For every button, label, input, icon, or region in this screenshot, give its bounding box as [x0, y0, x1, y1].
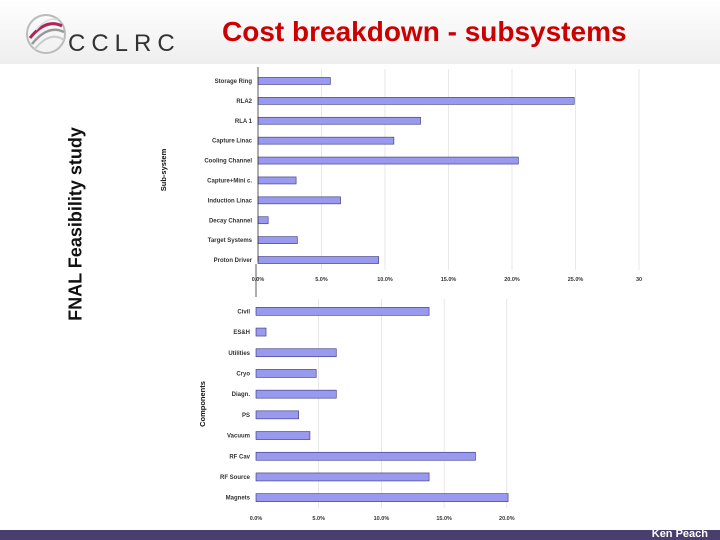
component-bar — [255, 307, 430, 316]
component-category-label: RF Cav — [229, 454, 250, 460]
component-bar — [255, 431, 311, 440]
subsystem-category-label: RLA 1 — [235, 119, 253, 125]
component-bar — [255, 369, 317, 378]
subsystem-x-tick-label: 10.0% — [377, 277, 393, 283]
component-bar — [255, 472, 430, 482]
subsystem-x-tick-label: 25.0% — [568, 277, 584, 283]
component-bar — [255, 493, 509, 502]
slide-title: Cost breakdown - subsystems — [222, 16, 627, 47]
subsystem-category-label: Capture Linac — [212, 139, 253, 145]
subsystem-bar — [257, 196, 341, 205]
subsystem-category-label: Proton Driver — [214, 258, 253, 264]
component-x-tick-label: 15.0% — [436, 516, 452, 522]
component-category-label: Civil — [237, 309, 250, 315]
footer-author: Ken Peach — [651, 528, 708, 540]
subsystem-y-axis-title: Sub-system — [159, 148, 168, 191]
subsystem-bar — [257, 216, 269, 225]
subsystem-category-label: RLA2 — [236, 99, 252, 105]
logo-text: CCLRC — [68, 30, 181, 57]
subsystem-x-tick-label: 5.0% — [315, 277, 328, 283]
subsystem-bar — [257, 236, 298, 244]
subsystem-bar — [257, 156, 519, 165]
component-category-label: ES&H — [233, 330, 250, 336]
component-x-tick-label: 5.0% — [312, 516, 325, 522]
component-x-tick-label: 20.0% — [499, 516, 515, 522]
slide-header — [0, 0, 720, 64]
subsystem-category-label: Induction Linac — [208, 198, 253, 204]
subsystem-bar — [257, 97, 575, 105]
subsystem-x-tick-label: 20.0% — [504, 277, 520, 283]
subsystem-x-tick-label: 15.0% — [441, 277, 457, 283]
cclrc-logo — [22, 8, 192, 60]
component-category-label: Diagn. — [232, 392, 251, 398]
footer-bar — [0, 530, 720, 540]
component-category-label: Cryo — [236, 371, 250, 377]
subsystem-bar — [257, 77, 331, 85]
component-bar — [255, 348, 337, 358]
subsystem-category-label: Decay Channel — [209, 218, 252, 224]
subsystem-category-label: Target Systems — [208, 238, 253, 244]
subsystem-bar — [257, 136, 395, 145]
component-bar — [255, 327, 267, 337]
subsystem-x-tick-label: 30 — [636, 277, 642, 283]
component-bar — [255, 410, 299, 420]
component-bar — [255, 389, 337, 399]
subsystem-x-tick-label: 0.0% — [252, 277, 265, 283]
subsystem-category-label: Capture+Mini c. — [207, 178, 252, 184]
subsystem-bar — [257, 176, 297, 185]
component-category-label: Magnets — [226, 496, 251, 502]
swirl-logo-icon — [26, 14, 66, 54]
component-category-label: PS — [242, 413, 250, 419]
component-bar — [255, 451, 476, 461]
subsystem-category-label: Cooling Channel — [204, 159, 252, 165]
subsystem-bar — [257, 116, 421, 125]
component-category-label: RF Source — [220, 475, 251, 481]
component-x-tick-label: 0.0% — [250, 516, 263, 522]
component-category-label: Utilities — [228, 351, 250, 357]
component-x-tick-label: 10.0% — [374, 516, 390, 522]
component-category-label: Vacuum — [227, 434, 250, 440]
subsystem-category-label: Storage Ring — [215, 79, 253, 85]
component-y-axis-title: Components — [198, 381, 207, 427]
subsystem-bar — [257, 256, 379, 264]
